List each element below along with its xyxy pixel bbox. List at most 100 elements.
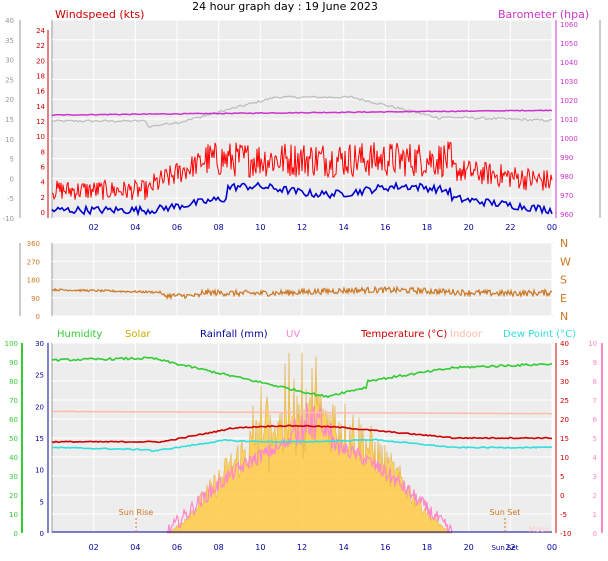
temp-tick-label: 5 <box>560 473 564 481</box>
dir-left-tick-label: 360 <box>27 240 40 248</box>
wind-right-axis: 960 970 980 990 1000 1010 1020 1030 1040 1050 1060 <box>555 20 601 219</box>
humidity-tick-label: 100 <box>5 340 18 348</box>
temp-series <box>51 352 553 534</box>
legend-item: Indoor <box>450 329 483 340</box>
temp-x-tick-label: 18 <box>422 543 432 552</box>
wind-left-axis: -10-505101520253035400246810121416182022… <box>3 17 49 223</box>
wind-right-label: Barometer (hpa) <box>498 8 589 21</box>
temp-annotations: Sun Rise Sun Set Moon Sun Set <box>119 508 550 552</box>
humidity-tick-label: 90 <box>9 359 18 367</box>
uv-tick-label: 1 <box>593 511 597 519</box>
rain-tick-label: 15 <box>35 435 44 443</box>
uv-tick-label: 8 <box>593 378 597 386</box>
wind-right-tick-label: 1060 <box>560 21 578 29</box>
temp-x-tick-label: 02 <box>89 543 99 552</box>
humidity-tick-label: 50 <box>9 435 18 443</box>
legend-item: Temperature (°C) <box>360 329 447 340</box>
wind-x-tick-label: 08 <box>214 223 224 232</box>
humidity-series <box>51 356 553 399</box>
humidity-tick-label: 70 <box>9 397 18 405</box>
temp-x-tick-label: 22 <box>505 543 515 552</box>
dir-grid <box>52 242 553 317</box>
temp-x-tick-label: 04 <box>130 543 140 552</box>
wind-left-tick-label: -5 <box>7 195 14 203</box>
dir-right-label: S <box>560 274 567 287</box>
legend-item: Rainfall (mm) <box>200 329 268 340</box>
sunrise-label: Sun Rise <box>119 508 154 517</box>
wind-right-tick-label: 980 <box>560 173 573 181</box>
wind-inner-left-tick-label: 6 <box>41 164 46 172</box>
wind-x-tick-label: 06 <box>172 223 182 232</box>
chart-title: 24 hour graph day : 19 June 2023 <box>192 0 378 13</box>
legend-item: UV <box>286 329 300 340</box>
wind-left-tick-label: 10 <box>5 136 14 144</box>
temp-tick-label: 20 <box>560 416 569 424</box>
uv-tick-label: 10 <box>588 340 597 348</box>
wind-left-tick-label: 25 <box>5 76 14 84</box>
wind-x-tick-label: 18 <box>422 223 432 232</box>
wind-inner-left-tick-label: 20 <box>36 57 45 65</box>
wind-left-tick-label: 40 <box>5 17 14 25</box>
wind-right-tick-label: 970 <box>560 192 573 200</box>
temp-axes: 0102030405060708090100051015202530-10-50… <box>5 340 603 538</box>
dir-right-label: E <box>560 292 567 305</box>
sunset-x-label: Sun Set <box>491 544 518 552</box>
gust-series <box>51 181 553 217</box>
rain-tick-label: 0 <box>40 530 44 538</box>
wind-right-tick-label: 1040 <box>560 59 578 67</box>
humidity-tick-label: 40 <box>9 454 18 462</box>
dir-left-tick-label: 270 <box>27 258 40 266</box>
wind-left-tick-label: 5 <box>10 156 14 164</box>
temp-legend: Humidity Solar Rainfall (mm) UV Temperature … <box>57 329 576 340</box>
temp-x-tick-label: 12 <box>297 543 307 552</box>
temp-x-tick-label: 16 <box>380 543 390 552</box>
dewpoint-series <box>51 438 553 453</box>
baro-grey-series <box>51 95 553 129</box>
wind-inner-left-tick-label: 16 <box>36 88 45 96</box>
dir-left-axis: 360 270 180 90 0 <box>19 240 40 321</box>
humidity-tick-label: 80 <box>9 378 18 386</box>
humidity-tick-label: 10 <box>9 511 18 519</box>
wind-grid <box>52 19 553 219</box>
direction-series <box>51 285 553 301</box>
temp-x-tick-label: 10 <box>255 543 265 552</box>
temp-x-tick-label: 06 <box>172 543 182 552</box>
temp-tick-label: -5 <box>560 511 567 519</box>
wind-inner-left-tick-label: 8 <box>41 148 45 156</box>
wind-x-axis: 02 04 06 08 10 12 14 16 18 20 22 00 <box>89 223 558 232</box>
wind-left-tick-label: 35 <box>5 37 14 45</box>
temp-tick-label: 30 <box>560 378 569 386</box>
wind-right-tick-label: 1030 <box>560 78 578 86</box>
dir-left-tick-label: 90 <box>31 295 40 303</box>
wind-inner-left-tick-label: 10 <box>36 133 45 141</box>
wind-right-tick-label: 960 <box>560 211 573 219</box>
wind-inner-left-tick-label: 4 <box>41 179 46 187</box>
wind-right-tick-label: 1010 <box>560 116 578 124</box>
legend-item: Solar <box>125 329 151 340</box>
wind-x-tick-label: 14 <box>339 223 349 232</box>
humidity-tick-label: 0 <box>14 530 18 538</box>
wind-left-label: Windspeed (kts) <box>55 8 144 21</box>
wind-inner-left-tick-label: 18 <box>36 73 45 81</box>
temp-x-axis: 02 04 06 08 10 12 14 16 18 20 22 00 <box>89 543 558 552</box>
humidity-tick-label: 30 <box>9 473 18 481</box>
wind-left-tick-label: 20 <box>5 96 14 104</box>
uv-tick-label: 4 <box>593 454 598 462</box>
temperature-series <box>51 424 553 444</box>
temp-tick-label: 40 <box>560 340 569 348</box>
uv-tick-label: 3 <box>593 473 597 481</box>
temp-x-tick-label: 00 <box>547 543 557 552</box>
wind-x-tick-label: 00 <box>547 223 557 232</box>
wind-x-tick-label: 20 <box>464 223 474 232</box>
humidity-tick-label: 20 <box>9 492 18 500</box>
legend-item: Humidity <box>57 329 102 340</box>
temp-x-tick-label: 08 <box>214 543 224 552</box>
rain-tick-label: 20 <box>35 403 44 411</box>
uv-tick-label: 7 <box>593 397 597 405</box>
wind-left-tick-label: -10 <box>3 215 14 223</box>
baro-series <box>52 109 553 116</box>
wind-left-tick-label: 0 <box>10 175 14 183</box>
dir-left-tick-label: 0 <box>36 313 40 321</box>
